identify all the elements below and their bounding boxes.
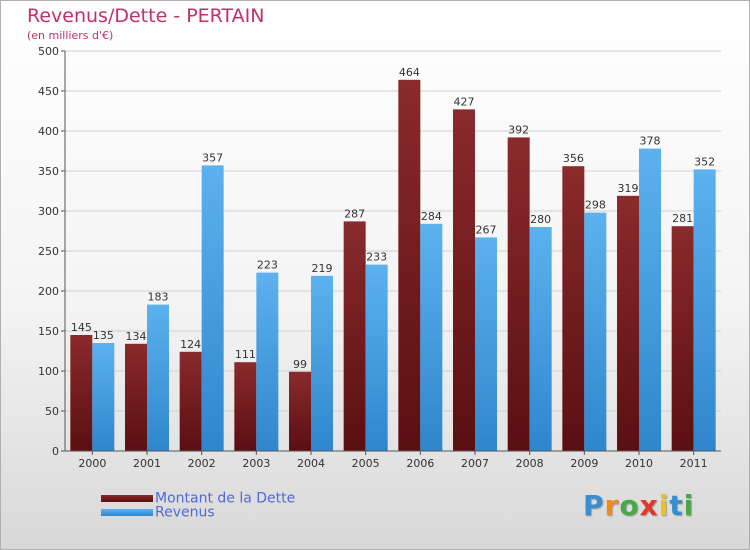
bar-dette bbox=[125, 343, 147, 451]
x-axis-ticks: 2000 2001 2002 2003 2004 2005 2006 2007 2008 2009… bbox=[78, 451, 708, 470]
logo-letter: t bbox=[669, 489, 684, 522]
legend-swatch-revenus bbox=[101, 509, 153, 516]
legend-label-revenus: Revenus bbox=[155, 504, 215, 521]
y-tick-label: 200 bbox=[38, 285, 59, 298]
legend-item-revenus: Revenus bbox=[101, 502, 215, 521]
data-label-dette: 464 bbox=[399, 66, 420, 79]
data-label-revenus: 267 bbox=[476, 223, 497, 236]
data-label-dette: 111 bbox=[235, 348, 256, 361]
bar-dette bbox=[179, 351, 202, 451]
y-tick-label: 50 bbox=[45, 405, 59, 418]
y-tick-label: 0 bbox=[52, 445, 59, 458]
y-tick-label: 450 bbox=[38, 85, 59, 98]
data-label-revenus: 233 bbox=[366, 251, 387, 264]
x-tick-label: 2003 bbox=[242, 457, 270, 470]
grid-lines bbox=[65, 50, 721, 452]
data-label-dette: 427 bbox=[454, 95, 475, 108]
data-label-dette: 281 bbox=[672, 212, 693, 225]
bar-revenus bbox=[693, 169, 716, 451]
data-label-dette: 356 bbox=[563, 152, 584, 165]
bar-revenus bbox=[92, 343, 115, 451]
x-tick-label: 2002 bbox=[188, 457, 216, 470]
bar-dette bbox=[289, 371, 311, 451]
legend-label-dette: Montant de la Dette bbox=[155, 490, 296, 507]
bar-revenus bbox=[201, 165, 224, 451]
data-label-revenus: 223 bbox=[257, 259, 278, 272]
y-tick-label: 100 bbox=[38, 365, 59, 378]
bar-revenus bbox=[475, 237, 497, 451]
x-tick-label: 2005 bbox=[352, 457, 380, 470]
x-tick-label: 2006 bbox=[406, 457, 434, 470]
data-label-revenus: 298 bbox=[585, 199, 606, 212]
data-label-dette: 145 bbox=[71, 321, 92, 334]
y-tick-label: 350 bbox=[38, 165, 59, 178]
bar-revenus bbox=[311, 275, 333, 451]
bar-dette bbox=[617, 195, 639, 451]
bar-revenus bbox=[365, 264, 388, 451]
data-label-revenus: 183 bbox=[148, 291, 169, 304]
data-label-revenus: 378 bbox=[640, 135, 661, 148]
data-label-dette: 134 bbox=[126, 330, 147, 343]
bar-revenus bbox=[529, 227, 552, 451]
bar-dette bbox=[671, 226, 694, 451]
logo-letter: P bbox=[583, 489, 605, 522]
bar-revenus bbox=[420, 223, 443, 451]
bar-revenus bbox=[256, 272, 279, 451]
x-tick-label: 2011 bbox=[680, 457, 708, 470]
x-tick-label: 2004 bbox=[297, 457, 325, 470]
y-tick-label: 250 bbox=[38, 245, 59, 258]
data-label-dette: 392 bbox=[508, 123, 529, 136]
bar-dette bbox=[453, 109, 475, 452]
x-tick-label: 2008 bbox=[516, 457, 544, 470]
logo-letter: r bbox=[604, 489, 620, 522]
chart-title: Revenus/Dette - PERTAIN bbox=[27, 5, 265, 27]
bar-revenus bbox=[639, 148, 661, 451]
data-label-revenus: 284 bbox=[421, 210, 442, 223]
y-tick-label: 400 bbox=[38, 125, 59, 138]
logo-letter: x bbox=[639, 489, 659, 522]
bar-revenus bbox=[147, 304, 169, 451]
data-label-revenus: 135 bbox=[93, 329, 114, 342]
bars bbox=[70, 79, 716, 452]
data-label-revenus: 352 bbox=[694, 155, 715, 168]
data-label-revenus: 219 bbox=[312, 262, 333, 275]
logo-letter: o bbox=[619, 489, 640, 522]
bar-dette bbox=[562, 166, 585, 451]
x-tick-label: 2001 bbox=[133, 457, 161, 470]
y-tick-label: 150 bbox=[38, 325, 59, 338]
legend-swatch-dette bbox=[101, 495, 153, 502]
data-label-dette: 319 bbox=[618, 182, 639, 195]
logo-letter: i bbox=[683, 489, 695, 522]
logo-letter: i bbox=[658, 489, 670, 522]
data-label-revenus: 280 bbox=[530, 213, 551, 226]
data-label-dette: 124 bbox=[180, 338, 201, 351]
axes bbox=[64, 51, 721, 452]
x-tick-label: 2007 bbox=[461, 457, 489, 470]
bar-dette bbox=[234, 362, 257, 451]
proxiti-logo: Proxiti bbox=[583, 489, 694, 522]
bar-dette bbox=[398, 79, 421, 452]
x-tick-label: 2000 bbox=[78, 457, 106, 470]
y-tick-label: 500 bbox=[38, 45, 59, 58]
y-tick-label: 300 bbox=[38, 205, 59, 218]
x-tick-label: 2010 bbox=[625, 457, 653, 470]
bar-dette bbox=[507, 137, 530, 451]
x-tick-label: 2009 bbox=[570, 457, 598, 470]
bar-dette bbox=[343, 221, 366, 451]
bar-revenus bbox=[584, 212, 607, 451]
legend-item-dette: Montant de la Dette bbox=[101, 488, 295, 507]
data-label-revenus: 357 bbox=[202, 151, 223, 164]
data-label-dette: 287 bbox=[344, 207, 365, 220]
bar-dette bbox=[70, 335, 93, 451]
data-label-dette: 99 bbox=[293, 358, 307, 371]
chart-subtitle: (en milliers d'€) bbox=[27, 29, 114, 42]
y-axis-ticks: 0 50 100 150 200 250 300 350 400 450 500 bbox=[38, 45, 65, 458]
